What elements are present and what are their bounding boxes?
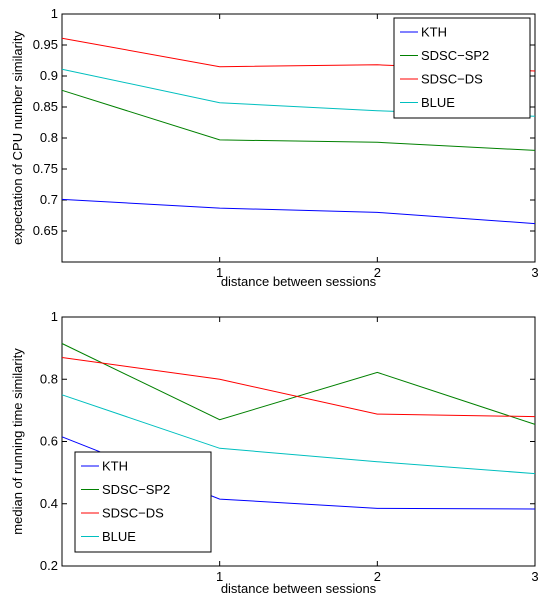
legend-label: BLUE — [421, 95, 455, 110]
y-tick-label: 0.95 — [33, 37, 58, 52]
x-tick-label: 1 — [216, 265, 223, 280]
y-tick-label: 1 — [51, 309, 58, 324]
y-tick-label: 0.7 — [40, 192, 58, 207]
y-tick-label: 0.9 — [40, 68, 58, 83]
y-tick-label: 0.75 — [33, 161, 58, 176]
legend-label: SDSC−SP2 — [102, 482, 170, 497]
y-tick-label: 0.2 — [40, 558, 58, 573]
legend-box — [393, 17, 531, 119]
y-tick-label: 0.4 — [40, 496, 58, 511]
series-line-sdsc-sp2 — [61, 343, 536, 425]
chart-running-time-similarity: 0.2 0.4 0.6 0.8 1 1 2 3 distance between session… — [10, 309, 539, 596]
y-tick-label: 0.85 — [33, 99, 58, 114]
x-tick-label: 1 — [216, 569, 223, 584]
y-axis-label: median of running time similarity — [10, 348, 25, 535]
x-axis-label: distance between sessions — [221, 274, 377, 289]
x-tick-label: 3 — [531, 265, 538, 280]
legend-label: KTH — [421, 25, 447, 40]
legend-label: KTH — [102, 459, 128, 474]
x-tick-label: 2 — [374, 569, 381, 584]
series-line-sdsc-ds — [61, 357, 536, 418]
legend-box — [74, 451, 212, 553]
legend-label: SDSC−DS — [421, 72, 483, 87]
y-tick-label: 0.8 — [40, 371, 58, 386]
y-tick-label: 1 — [51, 6, 58, 21]
legend-label: SDSC−DS — [102, 506, 164, 521]
y-tick-label: 0.8 — [40, 130, 58, 145]
x-tick-label: 3 — [531, 569, 538, 584]
y-tick-label: 0.6 — [40, 434, 58, 449]
series-line-blue — [61, 394, 536, 475]
x-tick-label: 2 — [374, 265, 381, 280]
x-axis-label: distance between sessions — [221, 581, 377, 596]
chart-cpu-number-similarity: 0.65 0.7 0.75 0.8 0.85 0.9 0.95 1 1 2 3 distance be… — [10, 6, 539, 289]
series-line-kth — [61, 198, 536, 225]
y-tick-label: 0.65 — [33, 223, 58, 238]
y-axis-label: expectation of CPU number similarity — [10, 31, 25, 245]
legend-label: SDSC−SP2 — [421, 48, 489, 63]
legend-label: BLUE — [102, 529, 136, 544]
series-line-sdsc-sp2 — [61, 89, 536, 151]
